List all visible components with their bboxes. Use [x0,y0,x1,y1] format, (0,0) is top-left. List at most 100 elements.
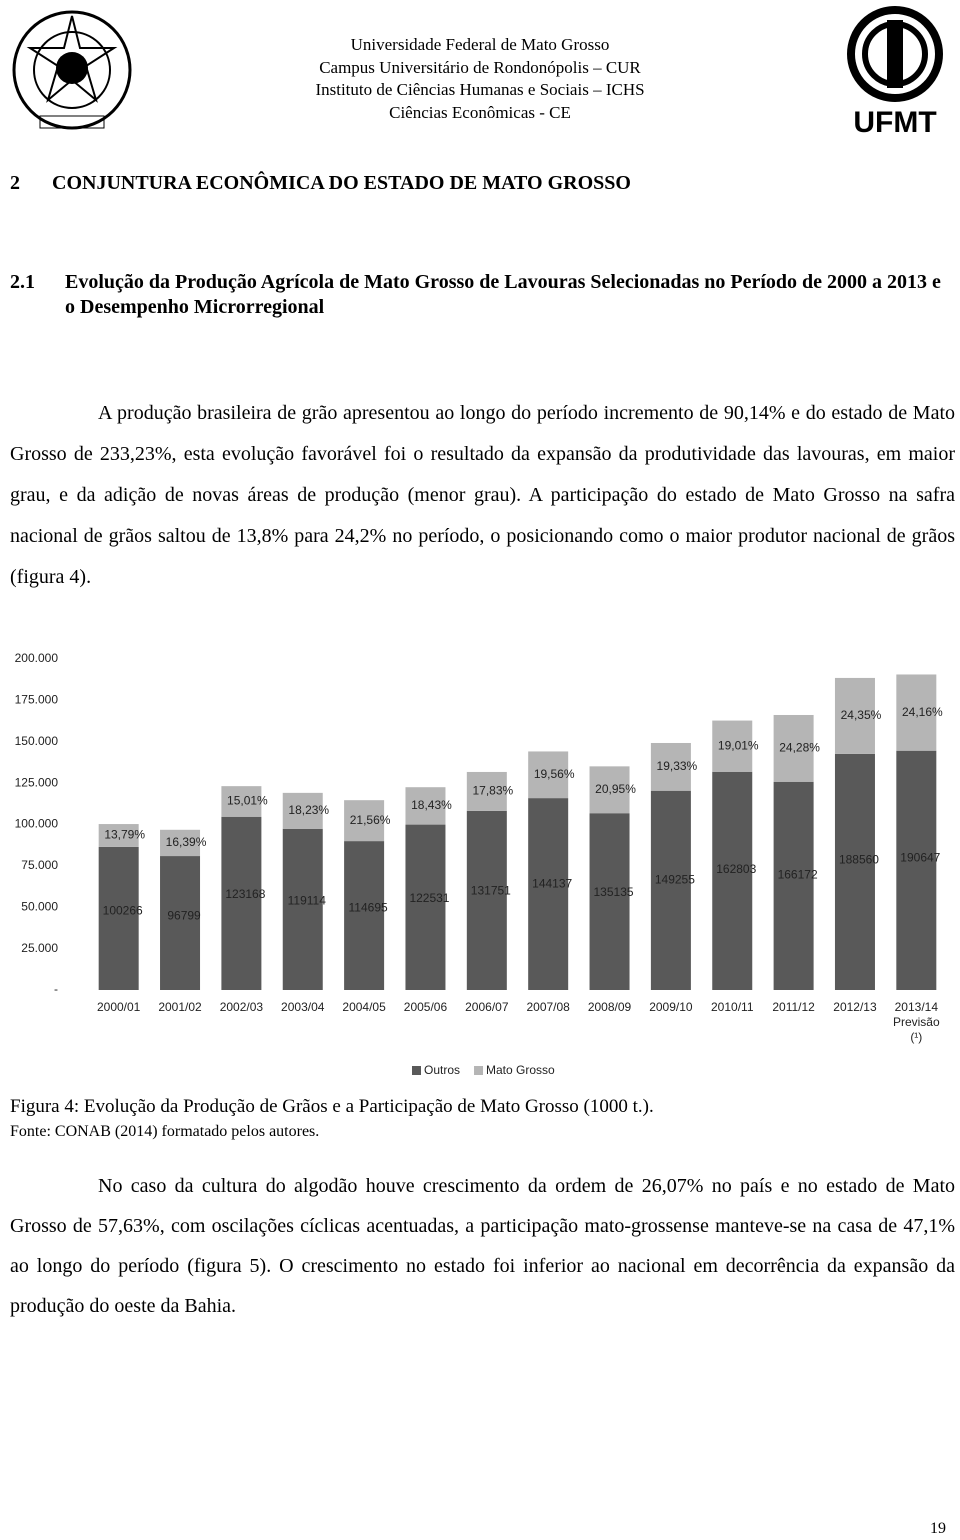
bar-segment [650,790,691,990]
total-label: 190647 [900,851,940,865]
x-tick-label: 2010/11 [711,1000,754,1014]
y-tick-label: 50.000 [21,899,58,913]
bar-segment [834,677,875,754]
bar-segment [160,829,201,857]
total-label: 162803 [716,862,756,876]
legend-swatch [412,1066,421,1075]
share-label: 19,56% [534,767,575,781]
chart: - 25.000 50.000 75.000 100.000 125.000 150.000… [15,651,943,1077]
bar-segment [896,674,937,751]
bar-segment [282,828,323,990]
paragraph: A produção brasileira de grão apresentou… [10,402,955,588]
x-tick-label: 2012/13 [833,1000,877,1014]
bar-segment [344,841,385,990]
share-label: 19,33% [657,759,698,773]
figure-caption: Figura 4: Evolução da Produção de Grãos … [10,1096,654,1117]
subsection-number: 2.1 [10,271,35,293]
x-tick-label: 2006/07 [465,1000,509,1014]
bar-segment [712,720,753,772]
section-number: 2 [10,172,20,194]
bar-segment [466,810,507,990]
x-tick-label: 2005/06 [404,1000,448,1014]
x-tick-label: 2003/04 [281,1000,325,1014]
total-label: 135135 [594,885,634,899]
total-label: 166172 [778,868,818,882]
section-heading: 2 CONJUNTURA ECONÔMICA DO ESTADO DE MATO… [10,172,955,195]
y-tick-label: 175.000 [15,693,59,707]
total-label: 119114 [288,894,327,908]
bar-segment [344,800,385,842]
header-line: Ciências Econômicas - CE [389,102,571,122]
y-tick-label: 125.000 [15,775,59,789]
bar-segment [528,798,569,990]
header-line: Campus Universitário de Rondonópolis – C… [319,57,641,77]
share-label: 18,43% [411,798,452,812]
total-label: 149255 [655,873,695,887]
total-label: 123168 [225,887,265,901]
y-tick-label: 100.000 [15,817,59,831]
share-label: 17,83% [472,784,513,798]
bar-segment [282,792,323,829]
logo-text: UFMT [853,106,936,139]
bar-segment [834,753,875,990]
y-tick-label: 200.000 [15,651,59,665]
total-label: 122531 [409,891,449,905]
figure-source: Fonte: CONAB (2014) formatado pelos auto… [10,1123,320,1140]
coat-of-arms [12,10,132,130]
bar-segment [98,824,139,847]
bar-segment [773,781,814,990]
x-tick-label: 2001/02 [158,1000,202,1014]
total-label: 188560 [839,852,879,866]
page-number: 19 [930,1520,946,1537]
bar-segment [98,846,139,990]
share-label: 24,35% [841,708,882,722]
ufmt-logo: UFMT [847,6,943,139]
total-label: 96799 [167,909,201,923]
x-tick-label: 2008/09 [588,1000,632,1014]
share-label: 16,39% [166,835,207,849]
y-tick-label: 25.000 [21,941,58,955]
bar-segment [405,787,446,825]
bar-segment [160,856,201,990]
y-tick-label: - [54,982,58,996]
subsection-title: Evolução da Produção Agrícola de Mato Gr… [65,271,941,318]
legend-label: Mato Grosso [486,1063,555,1077]
bar-segment [650,742,691,791]
x-tick-label: 2004/05 [342,1000,386,1014]
total-label: 131751 [471,884,511,898]
bar-segment [589,813,630,990]
bar-segment [589,766,630,814]
bar-segment [896,750,937,990]
legend-swatch [474,1066,484,1075]
bar-segment [712,771,753,990]
share-label: 24,16% [902,705,943,719]
total-label: 114695 [349,900,388,914]
bar-segment [528,751,569,799]
x-tick-label: 2007/08 [526,1000,570,1014]
bar-segment [466,771,507,811]
total-label: 100266 [103,903,143,917]
paragraph: No caso da cultura do algodão houve cres… [10,1175,955,1317]
x-tick-label: 2013/14 Previsão (¹) [893,1000,940,1044]
total-label: 144137 [532,877,572,891]
x-tick-label: 2000/01 [97,1000,141,1014]
share-label: 20,95% [595,782,636,796]
y-tick-label: 150.000 [15,734,59,748]
subsection-heading: 2.1 Evolução da Produção Agrícola de Mat… [10,270,955,320]
header-line: Universidade Federal de Mato Grosso [350,35,610,54]
bar-segment [405,824,446,990]
institution-header: Universidade Federal de Mato Grosso Camp… [200,34,760,124]
bar-segment [221,786,262,817]
x-tick-label: 2009/10 [649,1000,693,1014]
y-tick-label: 75.000 [21,858,58,872]
section-title: CONJUNTURA ECONÔMICA DO ESTADO DE MATO G… [52,172,631,194]
legend-label: Outros [424,1063,460,1077]
header-line: Instituto de Ciências Humanas e Sociais … [315,80,645,99]
share-label: 19,01% [718,738,759,752]
x-tick-label: 2002/03 [220,1000,264,1014]
bar-segment [221,816,262,990]
share-label: 21,56% [350,813,391,827]
share-label: 24,28% [779,741,820,755]
share-label: 18,23% [288,803,329,817]
